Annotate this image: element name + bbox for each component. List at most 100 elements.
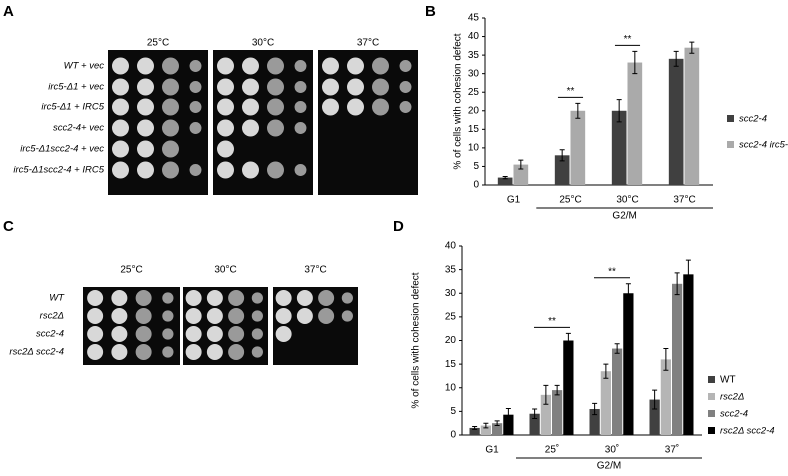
error-bar (554, 384, 560, 396)
error-bar (603, 363, 609, 379)
y-tick-label: 0 (450, 430, 456, 441)
colony-spot (372, 98, 389, 116)
bar (660, 359, 671, 435)
colony-spot (162, 328, 174, 340)
colony-spot (162, 292, 174, 304)
colony-spot (275, 326, 292, 342)
colony-spot (137, 57, 154, 75)
colony-spot (162, 98, 179, 116)
error-bar (502, 175, 508, 180)
colony-spot (296, 308, 313, 324)
legend-swatch (708, 393, 715, 400)
colony-spot (135, 290, 152, 306)
colony-spot (251, 346, 263, 358)
temperature-label: 25°C (120, 265, 142, 276)
bar (623, 293, 634, 435)
strain-label: scc2-4 (36, 329, 64, 340)
colony-spot (322, 98, 339, 116)
colony-spot (185, 326, 202, 342)
colony-spot (242, 57, 259, 75)
temperature-label: 30°C (252, 38, 274, 49)
colony-spot (162, 161, 179, 179)
colony-spot (399, 81, 412, 93)
bar (529, 413, 540, 435)
bar (480, 425, 491, 435)
colony-spot (189, 101, 202, 113)
colony-spot (372, 57, 389, 75)
strain-label: irc5-Δ1 + vec (48, 82, 104, 93)
bar (497, 177, 513, 185)
bar (600, 371, 611, 435)
colony-spot (162, 57, 179, 75)
error-bar (674, 272, 680, 296)
significance-label: ** (548, 316, 556, 327)
error-bar (494, 420, 500, 427)
error-bar (483, 422, 489, 429)
strain-label: rsc2Δ (40, 311, 64, 322)
colony-spot (217, 119, 234, 137)
error-bar (625, 283, 631, 304)
colony-spot (251, 328, 263, 340)
colony-spot (87, 308, 104, 324)
group-label: G2/M (597, 461, 621, 472)
bar (563, 340, 574, 435)
significance-label: ** (624, 34, 632, 45)
colony-spot (267, 98, 284, 116)
colony-spot (294, 101, 307, 113)
colony-spot (137, 119, 154, 137)
colony-spot (162, 78, 179, 96)
colony-spot (267, 57, 284, 75)
y-axis-title: % of cells with cohesion defect (411, 272, 422, 408)
error-bar (565, 332, 571, 349)
strain-label: WT + vec (64, 61, 105, 72)
colony-spot (112, 57, 129, 75)
legend-label: WT (720, 375, 736, 386)
legend-label: scc2-4 (720, 409, 748, 420)
colony-spot (347, 78, 364, 96)
bar (492, 423, 503, 435)
y-tick-label: 40 (468, 31, 480, 42)
x-tick-label: 25˚ (545, 444, 559, 456)
colony-spot (228, 290, 245, 306)
colony-spot (294, 60, 307, 72)
colony-spot (111, 290, 128, 306)
bar (668, 58, 684, 186)
y-tick-label: 5 (450, 406, 456, 417)
error-bar (518, 159, 524, 170)
panel-letter: D (393, 218, 404, 235)
colony-spot (251, 310, 263, 322)
colony-spot (206, 344, 223, 360)
colony-spot (162, 346, 174, 358)
significance-label: ** (567, 86, 575, 97)
colony-spot (112, 161, 129, 179)
temperature-label: 37°C (304, 265, 326, 276)
colony-spot (267, 119, 284, 137)
colony-spot (228, 326, 245, 342)
x-tick-label: 30°C (616, 195, 638, 206)
strain-label: irc5-Δ1 + IRC5 (41, 102, 104, 113)
colony-spot (242, 78, 259, 96)
strain-label: irc5-Δ1scc2-4 + vec (20, 144, 104, 155)
legend-label: rsc2Δ scc2-4 (720, 426, 775, 437)
y-tick-label: 35 (445, 264, 457, 275)
x-tick-label: 30˚ (605, 444, 619, 456)
colony-spot (185, 308, 202, 324)
colony-spot (242, 119, 259, 137)
colony-spot (275, 308, 292, 324)
colony-spot (322, 57, 339, 75)
strain-label: scc2-4+ vec (53, 123, 104, 134)
colony-spot (251, 292, 263, 304)
colony-spot (111, 326, 128, 342)
bar (554, 155, 570, 185)
colony-spot (217, 161, 234, 179)
error-bar (559, 149, 565, 162)
bar (570, 110, 586, 185)
temperature-label: 25°C (147, 38, 169, 49)
colony-spot (135, 344, 152, 360)
error-bar (685, 259, 691, 290)
legend-swatch (727, 115, 734, 122)
error-bar (532, 408, 538, 419)
colony-spot (185, 344, 202, 360)
colony-spot (399, 60, 412, 72)
colony-spot (267, 78, 284, 96)
